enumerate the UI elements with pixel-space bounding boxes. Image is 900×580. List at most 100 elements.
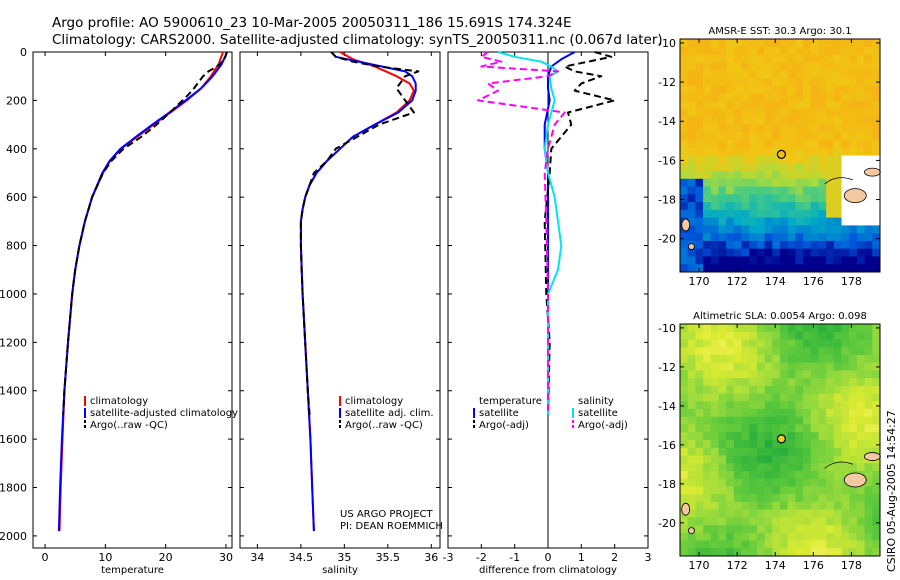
map-cell	[764, 470, 773, 480]
map-cell	[718, 46, 727, 55]
map-cell	[772, 163, 781, 172]
map-cell	[726, 409, 735, 418]
map-cell	[787, 155, 796, 164]
map-cell	[856, 108, 866, 118]
map-cell	[833, 85, 842, 94]
x-tick-label: 0	[42, 551, 49, 564]
map-cell	[795, 347, 804, 356]
map-cell	[864, 46, 873, 55]
map-cell	[756, 116, 766, 125]
map-cell	[818, 486, 827, 495]
map-cell	[733, 416, 742, 425]
map-cell	[849, 339, 858, 348]
map-cell	[864, 339, 873, 348]
map-cell	[749, 147, 758, 156]
map-cell	[687, 101, 696, 110]
map-cell	[803, 217, 812, 226]
map-cell	[780, 540, 789, 549]
map-cell	[703, 233, 712, 242]
map-cell	[818, 217, 827, 226]
map-cell	[718, 455, 727, 464]
map-cell	[803, 39, 812, 48]
map-cell	[872, 202, 881, 211]
map-cell	[749, 77, 758, 86]
map-cell	[718, 70, 727, 79]
map-lon-label: 174	[765, 275, 786, 288]
map-cell	[826, 525, 835, 534]
map-cell	[818, 264, 827, 273]
map-cell	[710, 139, 719, 149]
map-cell	[703, 401, 712, 410]
map-cell	[872, 354, 881, 364]
island-shape	[843, 472, 867, 488]
map-cell	[810, 264, 819, 273]
map-cell	[841, 347, 850, 356]
map-cell	[872, 85, 881, 94]
map-cell	[787, 124, 796, 133]
map-cell	[749, 202, 758, 211]
map-cell	[703, 455, 712, 464]
map-cell	[818, 378, 827, 387]
map-cell	[749, 324, 758, 333]
map-cell	[733, 494, 742, 503]
map-cell	[695, 194, 704, 203]
map-cell	[856, 324, 866, 333]
map-cell	[772, 240, 781, 250]
map-cell	[864, 108, 873, 118]
map-cell	[749, 209, 758, 219]
map-cell	[741, 217, 750, 226]
map-cell	[833, 501, 842, 510]
map-lon-label: 170	[689, 559, 710, 572]
map-cell	[803, 233, 812, 242]
map-cell	[687, 248, 696, 257]
map-cell	[803, 178, 812, 187]
map-cell	[749, 401, 758, 410]
map-cell	[749, 62, 758, 71]
map-cell	[718, 494, 727, 503]
map-cell	[749, 331, 758, 340]
map-cell	[733, 525, 742, 534]
map-cell	[849, 233, 858, 242]
map-cell	[864, 463, 873, 472]
map-cell	[803, 501, 812, 510]
map-cell	[849, 501, 858, 510]
map-cell	[795, 424, 804, 433]
map-cell	[718, 194, 727, 203]
map-cell	[718, 147, 727, 156]
map-cell	[710, 46, 719, 55]
map-cell	[718, 85, 727, 94]
map-cell	[718, 233, 727, 242]
map-cell	[710, 163, 719, 172]
map-cell	[795, 62, 804, 71]
map-cell	[849, 517, 858, 526]
map-cell	[780, 132, 789, 141]
map-cell	[718, 54, 727, 63]
map-cell	[780, 116, 789, 125]
map-cell	[764, 77, 773, 86]
map-cell	[864, 85, 873, 94]
map-cell	[733, 409, 742, 418]
map-cell	[703, 478, 712, 487]
map-cell	[841, 77, 850, 86]
map-cell	[749, 347, 758, 356]
map-cell	[718, 486, 727, 495]
map-cell	[818, 385, 827, 394]
map-cell	[695, 124, 704, 133]
map-cell	[703, 470, 712, 480]
map-cell	[787, 532, 796, 541]
map-lat-label: -16	[658, 154, 676, 167]
map-cell	[756, 155, 766, 164]
map-cell	[826, 463, 835, 472]
map-cell	[695, 455, 704, 464]
map-cell	[856, 163, 866, 172]
map-cell	[787, 331, 796, 340]
map-cell	[849, 217, 858, 226]
map-cell	[841, 540, 850, 549]
map-cell	[826, 209, 835, 219]
map-cell	[872, 370, 881, 379]
map-cell	[803, 354, 812, 364]
map-cell	[780, 354, 789, 364]
map-cell	[726, 108, 735, 118]
map-cell	[703, 324, 712, 333]
legend-entry: climatology	[90, 396, 148, 407]
